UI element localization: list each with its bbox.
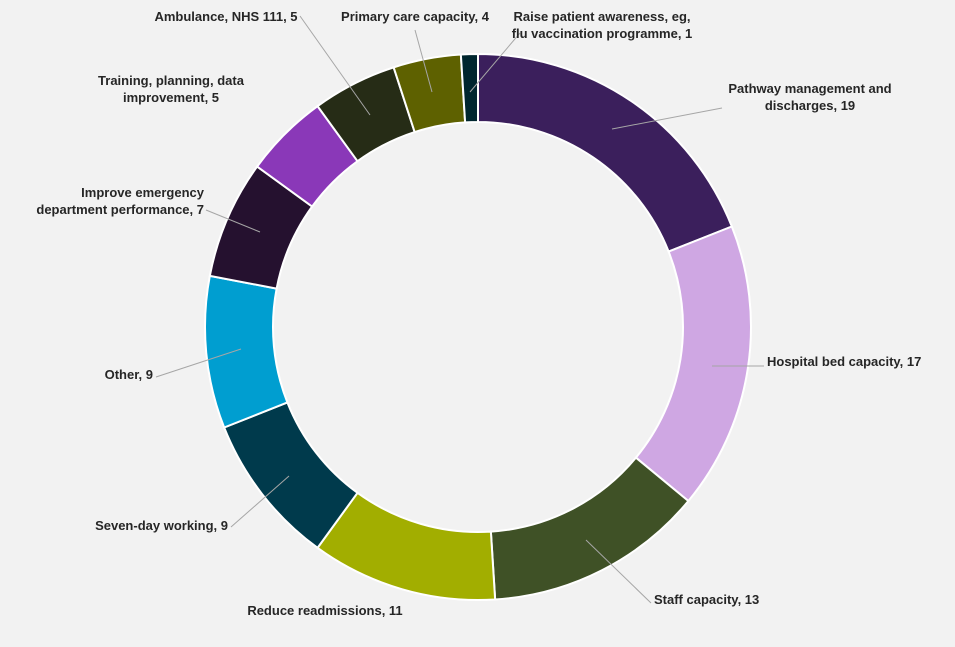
- slice-label: Hospital bed capacity, 17: [767, 354, 921, 369]
- leader-line: [230, 475, 290, 528]
- leader-lines-group: [155, 15, 764, 604]
- leader-line: [585, 539, 652, 604]
- slices-group: [204, 52, 752, 601]
- slice-label: Pathway management and discharges, 19: [728, 81, 891, 113]
- slice-other: [204, 274, 289, 429]
- slice-label: Raise patient awareness, eg, flu vaccinat…: [512, 9, 693, 41]
- leader-line: [414, 29, 433, 93]
- slice-hospital-bed-capacity: [634, 225, 752, 503]
- slice-label: Reduce readmissions, 11: [247, 603, 402, 618]
- leader-line: [205, 209, 261, 233]
- slice-label: Improve emergency department performance,…: [36, 185, 204, 217]
- slice-label: Staff capacity, 13: [654, 592, 759, 607]
- slice-label: Primary care capacity, 4: [341, 9, 490, 24]
- slice-label: Seven-day working, 9: [95, 518, 228, 533]
- slice-raise-patient-awareness-eg-flu-vaccination-programme: [459, 52, 479, 124]
- slice-label: Training, planning, data improvement, 5: [98, 73, 245, 105]
- slice-pathway-management-and-discharges: [477, 52, 734, 253]
- leader-line: [299, 15, 371, 116]
- labels-group: Pathway management and discharges, 19 Hosp…: [36, 9, 921, 618]
- leader-line: [611, 107, 723, 130]
- slice-label: Other, 9: [105, 367, 153, 382]
- leader-line: [469, 32, 521, 93]
- slice-staff-capacity: [489, 456, 690, 601]
- slice-label: Ambulance, NHS 111, 5: [154, 9, 297, 24]
- leader-line: [155, 348, 242, 378]
